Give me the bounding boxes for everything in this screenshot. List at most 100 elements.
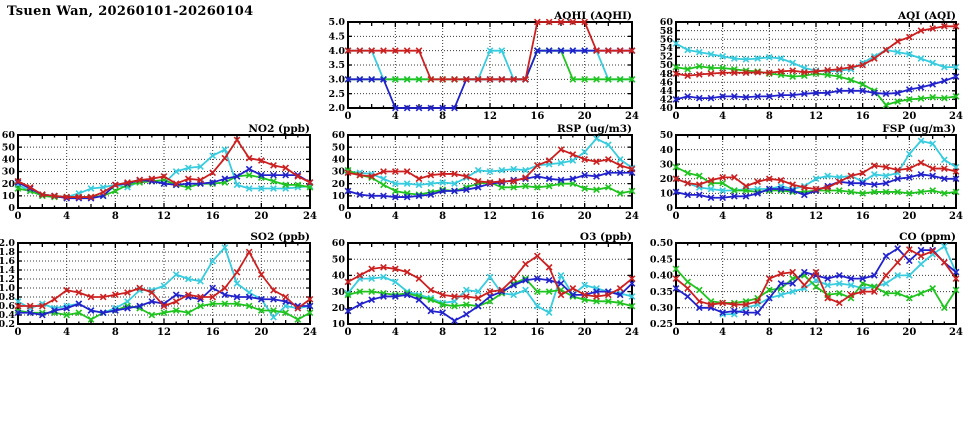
y-tick-label: 2.0 [328, 103, 345, 114]
x-tick-label: 4 [719, 327, 726, 338]
y-tick-label: 0 [338, 203, 345, 214]
y-tick-label: 20 [660, 174, 674, 185]
x-tick-label: 16 [530, 327, 544, 338]
y-tick-label: 0 [8, 203, 15, 214]
x-tick-label: 20 [902, 111, 916, 122]
x-tick-label: 0 [673, 327, 680, 338]
chart-title: O3 (ppb) [580, 231, 632, 243]
y-tick-label: 50 [660, 130, 674, 141]
series-cyan [344, 135, 636, 189]
x-tick-label: 12 [809, 111, 823, 122]
x-tick-label: 16 [530, 211, 544, 222]
y-tick-label: 50 [332, 142, 346, 153]
series-red [672, 22, 960, 80]
y-tick-label: 4.0 [328, 46, 345, 57]
x-tick-label: 8 [439, 111, 446, 122]
chart-title: CO (ppm) [899, 231, 956, 243]
y-tick-label: 30 [2, 167, 16, 178]
y-tick-label: 50 [660, 60, 674, 71]
x-tick-label: 12 [157, 327, 171, 338]
plot-border [17, 242, 311, 325]
series-red [14, 136, 314, 201]
y-tick-label: 0.35 [650, 287, 673, 298]
x-tick-label: 24 [625, 211, 639, 222]
chart-title: FSP (ug/m3) [882, 123, 956, 135]
x-tick-label: 8 [766, 111, 773, 122]
y-tick-label: 60 [332, 238, 346, 249]
chart-fsp: 0 10 20 30 40 50 0 4 8 12 16 20 24 FSP (ug/m3) [660, 123, 963, 222]
y-tick-label: 46 [660, 77, 674, 88]
x-tick-label: 4 [63, 211, 70, 222]
x-tick-label: 24 [949, 111, 963, 122]
series-red [672, 246, 960, 308]
y-tick-label: 30 [332, 167, 346, 178]
y-tick-label: 40 [2, 155, 16, 166]
x-tick-label: 24 [303, 327, 317, 338]
y-tick-label: 0 [666, 203, 673, 214]
y-tick-label: 1.8 [0, 247, 15, 258]
x-tick-label: 12 [809, 327, 823, 338]
y-tick-label: 40 [332, 155, 346, 166]
x-tick-label: 20 [578, 111, 592, 122]
series-green [344, 275, 636, 310]
x-tick-label: 8 [766, 211, 773, 222]
chart-title: AQI (AQI) [897, 10, 956, 22]
plot-border [675, 21, 957, 109]
y-tick-label: 3.5 [328, 60, 345, 71]
y-tick-label: 0.45 [650, 254, 673, 265]
y-tick-label: 0.40 [650, 271, 674, 282]
x-tick-label: 24 [303, 211, 317, 222]
x-tick-label: 4 [392, 327, 399, 338]
y-tick-label: 5.0 [328, 17, 345, 28]
y-tick-label: 4.5 [328, 32, 345, 43]
series-red [344, 18, 636, 83]
y-tick-label: 50 [332, 254, 346, 265]
x-tick-label: 0 [345, 327, 352, 338]
x-tick-label: 8 [766, 327, 773, 338]
chart-title: SO2 (ppb) [250, 231, 310, 243]
x-tick-label: 0 [15, 327, 22, 338]
x-tick-label: 20 [578, 327, 592, 338]
x-tick-label: 24 [949, 327, 963, 338]
page-title: Tsuen Wan, 20260101-20260104 [7, 4, 254, 19]
y-tick-label: 1.6 [0, 256, 15, 267]
series-red [672, 159, 960, 193]
y-tick-label: 58 [660, 26, 674, 37]
x-tick-label: 0 [345, 211, 352, 222]
x-tick-label: 4 [392, 211, 399, 222]
series-blue [672, 73, 960, 103]
y-tick-label: 42 [660, 95, 673, 106]
chart-aqhi: 2.0 2.5 3.0 3.5 4.0 4.5 5.0 0 4 8 12 16 20 24 AQHI (AQ… [328, 10, 639, 122]
y-tick-label: 52 [660, 52, 673, 63]
x-tick-label: 4 [719, 211, 726, 222]
chart-so2: 0.20.40.60.81.01.21.41.61.82.0 0 4 8 12 16 20 2… [0, 231, 317, 338]
plot-border [347, 21, 633, 109]
y-tick-label: 54 [660, 43, 674, 54]
x-tick-label: 0 [345, 111, 352, 122]
y-tick-label: 44 [660, 86, 674, 97]
y-tick-label: 10 [2, 191, 16, 202]
y-tick-label: 20 [332, 303, 346, 314]
x-tick-label: 20 [578, 211, 592, 222]
y-tick-label: 60 [660, 17, 674, 28]
x-tick-label: 8 [112, 211, 119, 222]
x-tick-label: 12 [483, 327, 497, 338]
x-tick-label: 12 [809, 211, 823, 222]
y-tick-label: 3.0 [328, 75, 345, 86]
x-tick-label: 24 [625, 327, 639, 338]
chart-co: 0.25 0.30 0.35 0.40 0.45 0.50 0 4 8 12 16 20 24 CO (p… [650, 231, 963, 338]
y-tick-label: 50 [2, 142, 16, 153]
x-tick-label: 20 [254, 211, 268, 222]
x-tick-label: 16 [530, 111, 544, 122]
y-tick-label: 30 [660, 159, 674, 170]
y-tick-label: 0.30 [650, 303, 674, 314]
y-tick-label: 40 [660, 103, 674, 114]
y-tick-label: 10 [332, 319, 346, 330]
series-red [14, 248, 314, 312]
y-tick-label: 60 [2, 130, 16, 141]
x-tick-label: 0 [15, 211, 22, 222]
x-tick-label: 20 [254, 327, 268, 338]
